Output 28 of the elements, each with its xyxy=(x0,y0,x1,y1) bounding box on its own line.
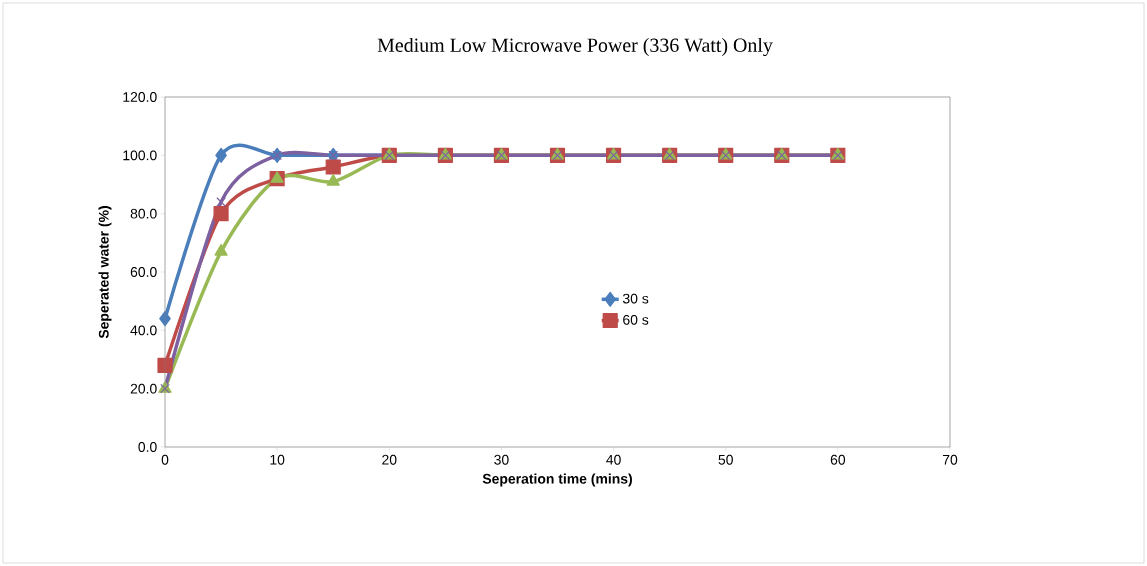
point xyxy=(216,197,226,207)
x-tick-label: 60 xyxy=(830,454,846,465)
y-tick-label: 80.0 xyxy=(130,208,157,219)
x-axis-title: Seperation time (mins) xyxy=(482,473,632,487)
point xyxy=(213,206,229,222)
x-tick-label: 10 xyxy=(270,454,285,465)
chart-title: Medium Low Microwave Power (336 Watt) Only xyxy=(377,37,773,57)
x-tick-label: 0 xyxy=(161,454,169,465)
y-axis-title: Seperated water (%) xyxy=(98,206,112,339)
point xyxy=(325,159,341,175)
legend-label: 60 s xyxy=(623,314,649,325)
y-tick-label: 0.0 xyxy=(138,442,157,452)
point xyxy=(157,357,173,373)
point xyxy=(215,147,227,163)
legend-label: 30 s xyxy=(622,293,649,304)
x-tick-label: 20 xyxy=(382,454,397,465)
x-tick-label: 70 xyxy=(942,454,958,465)
x-tick-label: 40 xyxy=(606,454,621,465)
point xyxy=(270,171,284,183)
y-tick-label: 20.0 xyxy=(130,383,157,394)
point xyxy=(214,244,228,256)
y-tick-label: 40.0 xyxy=(130,325,157,336)
y-tick-label: 120.0 xyxy=(123,92,157,102)
x-tick-label: 50 xyxy=(718,454,733,465)
x-tick-label: 30 xyxy=(494,454,509,465)
y-tick-label: 100.0 xyxy=(123,150,157,161)
y-tick-label: 60.0 xyxy=(130,267,157,277)
point xyxy=(326,174,340,186)
